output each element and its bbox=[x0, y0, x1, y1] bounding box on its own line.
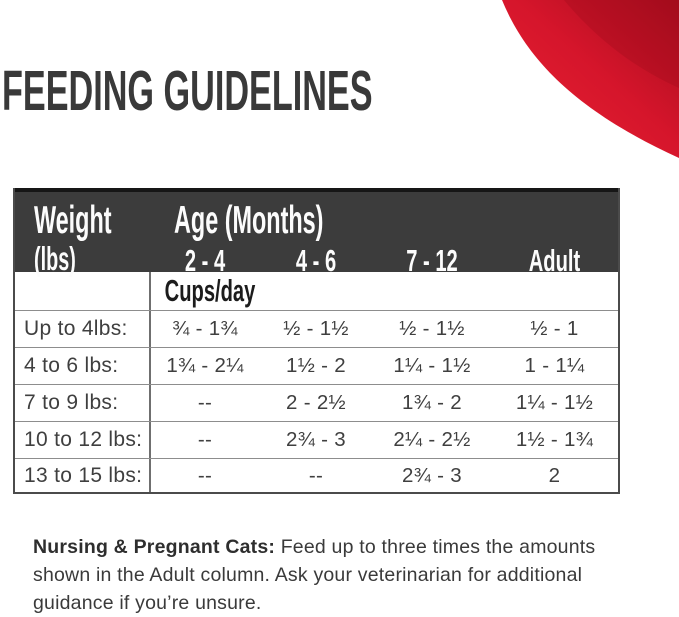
header-col-2-4: 2 - 4 bbox=[184, 243, 226, 278]
value-cell: 1¾ - 2¼ bbox=[166, 354, 244, 377]
nursing-pregnant-note-lead: Nursing & Pregnant Cats: bbox=[33, 535, 276, 558]
page-title: FEEDING GUIDELINES bbox=[2, 59, 373, 123]
value-cell: -- bbox=[197, 428, 213, 451]
value-cell: ½ - 1½ bbox=[283, 317, 349, 340]
value-cell: 1 - 1¼ bbox=[524, 354, 585, 377]
value-cell: 2 bbox=[548, 463, 561, 487]
weight-cell: 4 to 6 lbs: bbox=[15, 348, 151, 384]
table-row: 10 to 12 lbs: -- 2¾ - 3 2¼ - 2½ 1½ - 1¾ bbox=[15, 421, 618, 458]
header-col-7-12: 7 - 12 bbox=[406, 243, 458, 278]
table-row: 13 to 15 lbs: -- -- 2¾ - 3 2 bbox=[15, 458, 618, 492]
header-col-adult: Adult bbox=[528, 243, 581, 278]
feeding-guidelines-table: Weight (lbs) Age (Months) 2 - 4 4 - 6 7 … bbox=[13, 188, 620, 494]
header-weight-unit: (lbs) bbox=[34, 240, 76, 277]
value-cell: ½ - 1 bbox=[530, 317, 579, 340]
value-cell: 2¾ - 3 bbox=[402, 463, 462, 487]
header-age-label: Age (Months) bbox=[174, 199, 324, 242]
value-cell: 2 - 2½ bbox=[286, 391, 346, 414]
weight-cell: 13 to 15 lbs: bbox=[15, 459, 151, 492]
red-swoosh-decoration bbox=[494, 0, 679, 162]
units-label: Cups/day bbox=[164, 273, 256, 308]
value-cell: 2¼ - 2½ bbox=[393, 428, 471, 451]
value-cell: 1¼ - 1½ bbox=[393, 354, 471, 377]
weight-cell: 10 to 12 lbs: bbox=[15, 422, 151, 458]
value-cell: 2¾ - 3 bbox=[286, 428, 346, 451]
table-row: 7 to 9 lbs: -- 2 - 2½ 1¾ - 2 1¼ - 1½ bbox=[15, 384, 618, 421]
value-cell: 1¾ - 2 bbox=[402, 391, 462, 414]
header-weight-label: Weight bbox=[34, 199, 112, 242]
table-header: Weight (lbs) Age (Months) 2 - 4 4 - 6 7 … bbox=[15, 188, 618, 278]
value-cell: 1½ - 1¾ bbox=[515, 428, 594, 451]
value-cell: ¾ - 1¾ bbox=[172, 317, 238, 340]
value-cell: 1½ - 2 bbox=[286, 354, 346, 377]
weight-cell: 7 to 9 lbs: bbox=[15, 385, 151, 421]
header-col-4-6: 4 - 6 bbox=[295, 243, 337, 278]
value-cell: 1¼ - 1½ bbox=[515, 391, 594, 414]
nursing-pregnant-note: Nursing & Pregnant Cats: Feed up to thre… bbox=[33, 533, 635, 617]
units-row-empty-cell bbox=[15, 272, 151, 310]
weight-cell: Up to 4lbs: bbox=[15, 311, 151, 347]
value-cell: ½ - 1½ bbox=[399, 317, 465, 340]
table-row: 4 to 6 lbs: 1¾ - 2¼ 1½ - 2 1¼ - 1½ 1 - 1… bbox=[15, 347, 618, 384]
value-cell: -- bbox=[197, 391, 213, 414]
units-row: Cups/day bbox=[15, 272, 618, 310]
table-row: Up to 4lbs: ¾ - 1¾ ½ - 1½ ½ - 1½ ½ - 1 bbox=[15, 310, 618, 347]
value-cell: -- bbox=[308, 463, 324, 487]
value-cell: -- bbox=[197, 463, 213, 487]
